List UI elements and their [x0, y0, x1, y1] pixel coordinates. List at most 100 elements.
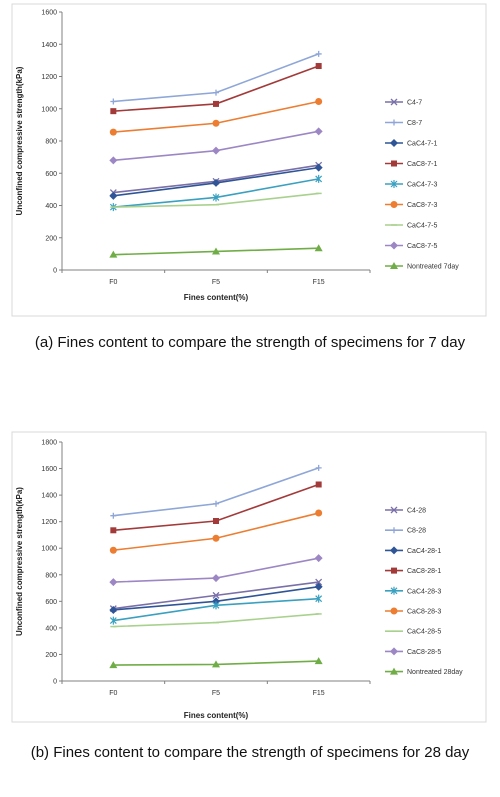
data-point — [314, 244, 323, 252]
legend: C4-28 C8-28 CaC4-28-1 CaC8-28-1 CaC4-28-3 CaC… — [385, 506, 463, 676]
legend-symbol-marker — [391, 527, 397, 534]
caption-28-day: (b) Fines content to compare the strengt… — [30, 744, 470, 761]
data-point — [315, 50, 322, 57]
y-tick-label: 1400 — [41, 493, 57, 500]
x-axis-label: Fines content(%) — [184, 711, 249, 720]
data-point — [212, 119, 220, 127]
data-point — [212, 146, 220, 155]
y-tick-label: 1600 — [41, 466, 57, 473]
y-tick-label: 1600 — [41, 10, 57, 17]
data-point — [314, 127, 323, 136]
chart-frame — [11, 3, 487, 317]
data-point — [315, 464, 322, 471]
data-point — [109, 605, 118, 614]
x-tick-label: F0 — [109, 279, 117, 286]
legend-entry: CaC8-28-5 — [407, 649, 441, 656]
data-point — [315, 594, 323, 603]
data-point — [315, 481, 322, 488]
chart-frame — [11, 431, 487, 723]
legend-symbol-marker — [390, 667, 398, 675]
series-CaC4-28-3 — [109, 594, 323, 625]
y-tick-label: 0 — [53, 268, 57, 275]
series-C8-28 — [110, 464, 322, 519]
y-tick-label: 1000 — [41, 546, 57, 553]
legend-symbol-marker — [390, 262, 398, 269]
chart-1: 0 200 400 600 800 1000 1200 1400 1600 1800 F0 F5 F15… — [11, 431, 487, 723]
legend-symbol-marker — [390, 586, 398, 595]
data-point — [212, 247, 220, 255]
series-CaC8-7-3 — [109, 97, 323, 136]
legend-entry: CaC8-28-1 — [407, 568, 441, 575]
data-point — [213, 518, 219, 525]
legend-entry: CaC4-28-1 — [407, 548, 441, 555]
legend-entry: CaC4-7-1 — [407, 141, 437, 148]
y-tick-label: 200 — [45, 235, 57, 242]
data-point — [110, 98, 117, 105]
data-point — [109, 616, 117, 625]
series-CaC8-7-1 — [110, 63, 322, 115]
data-point — [110, 512, 117, 519]
y-tick-label: 1200 — [41, 519, 57, 526]
series-Nontreated 7day — [109, 244, 323, 258]
legend-entry: CaC8-7-3 — [407, 202, 437, 209]
legend-entry: C8-28 — [407, 528, 426, 535]
data-point — [109, 250, 118, 258]
data-point — [109, 156, 118, 165]
y-tick-label: 0 — [53, 679, 57, 686]
legend-entry: C4-7 — [407, 100, 422, 107]
data-point — [212, 178, 220, 187]
data-point — [213, 100, 219, 107]
legend-symbol-marker — [390, 98, 398, 106]
data-point — [314, 554, 323, 563]
data-point — [314, 657, 323, 665]
legend-entry: Nontreated 7day — [407, 264, 459, 271]
data-point — [315, 509, 323, 517]
legend-entry: CaC4-7-5 — [407, 223, 437, 230]
x-tick-label: F5 — [212, 690, 220, 697]
legend-symbol-marker — [390, 506, 398, 514]
legend-symbol-marker — [391, 160, 397, 167]
data-point — [213, 89, 219, 96]
x-tick-label: F0 — [109, 690, 117, 697]
legend-symbol-marker — [391, 567, 397, 574]
data-point — [109, 191, 118, 200]
series-CaC8-28-5 — [109, 554, 323, 587]
legend-symbol-marker — [390, 139, 398, 147]
data-point — [109, 128, 117, 136]
legend-symbol-marker — [390, 201, 398, 208]
y-tick-label: 1000 — [41, 106, 57, 113]
series-Nontreated 28day — [109, 657, 323, 669]
legend-symbol-marker — [390, 241, 398, 250]
legend-symbol-marker — [390, 546, 398, 555]
data-point — [212, 660, 220, 668]
data-point — [314, 163, 323, 172]
y-tick-label: 800 — [45, 572, 57, 579]
data-point — [212, 601, 220, 610]
y-tick-label: 1800 — [41, 440, 57, 447]
legend-entry: CaC8-7-1 — [407, 161, 437, 168]
legend-entry: CaC8-7-5 — [407, 243, 437, 250]
data-point — [109, 578, 118, 587]
data-point — [212, 574, 220, 583]
legend-entry: Nontreated 28day — [407, 669, 463, 676]
legend-entry: C4-28 — [407, 508, 426, 515]
y-tick-label: 600 — [45, 171, 57, 178]
data-point — [109, 546, 117, 554]
caption-7-day: (a) Fines content to compare the strengt… — [34, 334, 466, 351]
y-tick-label: 1200 — [41, 74, 57, 81]
series-CaC4-7-1 — [109, 163, 323, 200]
legend-entry: C8-7 — [407, 120, 422, 127]
data-point — [315, 63, 322, 70]
legend-entry: CaC4-7-3 — [407, 182, 437, 189]
y-tick-label: 600 — [45, 599, 57, 606]
data-point — [315, 578, 323, 586]
legend-symbol-marker — [390, 607, 398, 615]
chart-0: 0 200 400 600 800 1000 1200 1400 1600 F0 F5 F15 Fine… — [11, 3, 487, 317]
legend-entry: CaC4-28-5 — [407, 629, 441, 636]
y-tick-label: 800 — [45, 139, 57, 146]
data-point — [213, 500, 219, 507]
y-tick-label: 200 — [45, 652, 57, 659]
legend: C4-7 C8-7 CaC4-7-1 CaC8-7-1 CaC4-7-3 CaC8-7-3… — [385, 98, 459, 271]
series-CaC4-28-5 — [110, 613, 322, 628]
